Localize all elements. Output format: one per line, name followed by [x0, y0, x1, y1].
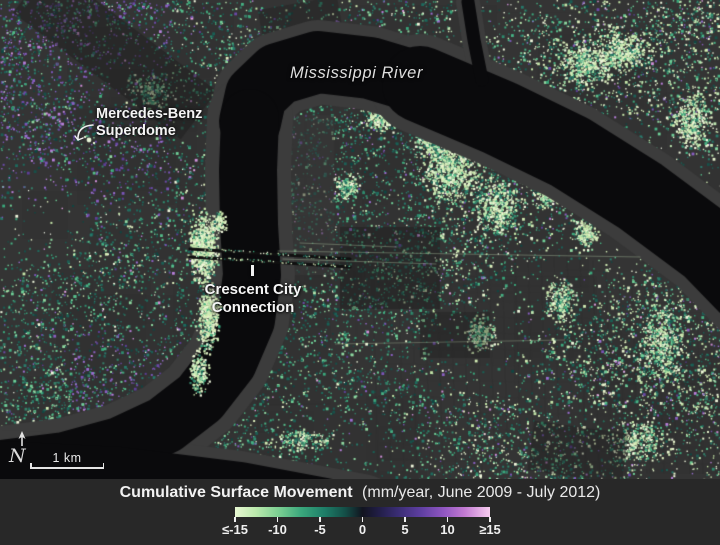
- legend-tick-mark: [489, 517, 491, 522]
- north-label: N: [9, 445, 26, 467]
- scale-bar-line: [30, 467, 104, 469]
- scale-bar-label: 1 km: [52, 451, 82, 465]
- scale-bar: 1 km: [30, 451, 104, 471]
- legend-tick-mark: [276, 517, 279, 522]
- legend-tick-mark: [446, 517, 449, 522]
- crescent-city-connection-label: Crescent City Connection: [205, 281, 302, 317]
- legend-tick-mark: [319, 517, 321, 522]
- north-indicator: N: [6, 430, 36, 472]
- legend-tick-label: 5: [401, 522, 409, 537]
- legend-colorbar: [235, 507, 490, 517]
- legend-title: Cumulative Surface Movement (mm/year, Ju…: [0, 484, 720, 502]
- legend-tick-label: -10: [268, 522, 287, 537]
- mississippi-river-label: Mississippi River: [290, 64, 424, 82]
- superdome-label-line1: Mercedes-Benz: [96, 106, 203, 122]
- legend-tick-mark: [361, 517, 364, 522]
- legend-tick-label: ≥15: [479, 522, 501, 537]
- legend-tick-mark: [234, 517, 236, 522]
- legend-title-bold: Cumulative Surface Movement: [119, 484, 353, 501]
- bridge-pointer-icon: [251, 265, 254, 276]
- bridge-label-line2: Connection: [211, 299, 295, 316]
- superdome-label-line2: Superdome: [96, 123, 176, 139]
- legend-tick-label: ≤-15: [222, 522, 248, 537]
- superdome-leader-icon: [74, 124, 94, 141]
- legend-tick-label: -5: [314, 522, 326, 537]
- superdome-label: Mercedes-Benz Superdome: [96, 106, 202, 140]
- legend-tick-label: 10: [440, 522, 455, 537]
- scale-bar-end-tick: [102, 463, 104, 469]
- legend-tick-mark: [404, 517, 406, 522]
- scale-bar-end-tick: [30, 463, 32, 469]
- legend-tick-label: 0: [358, 522, 367, 537]
- map-canvas: [0, 0, 720, 479]
- north-arrow-icon: [18, 431, 26, 446]
- legend-panel: Cumulative Surface Movement (mm/year, Ju…: [0, 479, 720, 545]
- legend-title-units: (mm/year, June 2009 - July 2012): [362, 484, 601, 501]
- bridge-label-line1: Crescent City: [204, 281, 302, 298]
